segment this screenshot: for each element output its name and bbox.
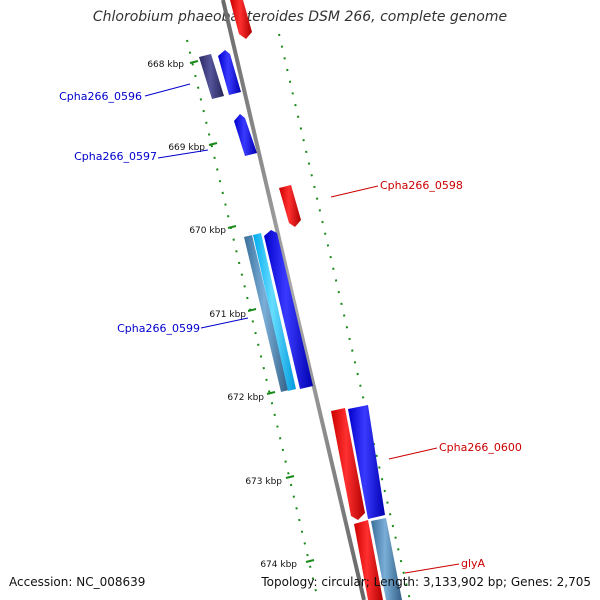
tick-mark <box>189 60 199 64</box>
gene-top-reverse[interactable] <box>230 0 252 39</box>
gene-label-cpha266-0596[interactable]: Cpha266_0596 <box>59 90 142 103</box>
gene-label-glya[interactable]: glyA <box>461 557 486 570</box>
tick-label: 668 kbp <box>147 60 184 70</box>
accession-text: Accession: NC_008639 <box>9 575 146 589</box>
tick-mark <box>227 225 237 229</box>
label-leader-line <box>144 83 191 97</box>
tick-mark <box>305 559 315 563</box>
gene-label-cpha266-0600[interactable]: Cpha266_0600 <box>439 441 522 454</box>
label-leader-line <box>388 447 438 460</box>
gene-cpha266-0600[interactable] <box>331 408 365 520</box>
tick-mark <box>247 308 257 312</box>
tick-mark <box>208 142 218 146</box>
gene-label-cpha266-0598[interactable]: Cpha266_0598 <box>380 179 463 192</box>
gene-cpha266-0600-partner[interactable] <box>348 405 385 519</box>
gene-cpha266-0599[interactable] <box>264 230 313 389</box>
gene-label-cpha266-0599[interactable]: Cpha266_0599 <box>117 322 200 335</box>
gene-cpha266-0599-steel[interactable] <box>244 235 289 392</box>
tick-mark <box>285 475 295 479</box>
tick-mark <box>266 391 276 395</box>
label-leader-line <box>404 563 460 574</box>
label-leader-line <box>330 185 379 198</box>
gene-glya[interactable] <box>354 520 383 600</box>
map-title: Chlorobium phaeobacteroides DSM 266, com… <box>92 9 508 25</box>
topology-text: Topology: circular; Length: 3,133,902 bp… <box>261 575 591 589</box>
gene-cpha266-0598[interactable] <box>279 185 301 227</box>
tick-label: 669 kbp <box>168 143 205 153</box>
gene-cpha266-0596-navy[interactable] <box>199 54 224 99</box>
tick-label: 673 kbp <box>245 477 282 487</box>
tick-label: 674 kbp <box>260 560 297 570</box>
tick-label: 672 kbp <box>227 393 264 403</box>
gene-cpha266-0597[interactable] <box>234 114 257 156</box>
gene-cpha266-0599-cyan[interactable] <box>253 233 296 391</box>
gene-cpha266-0596[interactable] <box>218 50 241 95</box>
label-leader-line <box>157 149 209 159</box>
label-leader-line <box>200 317 249 329</box>
tick-label: 671 kbp <box>209 310 246 320</box>
outer-guide-line <box>278 33 411 600</box>
gene-glya-partner[interactable] <box>371 518 402 600</box>
genome-backbone <box>221 0 366 600</box>
tick-label: 670 kbp <box>189 226 226 236</box>
gene-label-cpha266-0597[interactable]: Cpha266_0597 <box>74 150 157 163</box>
